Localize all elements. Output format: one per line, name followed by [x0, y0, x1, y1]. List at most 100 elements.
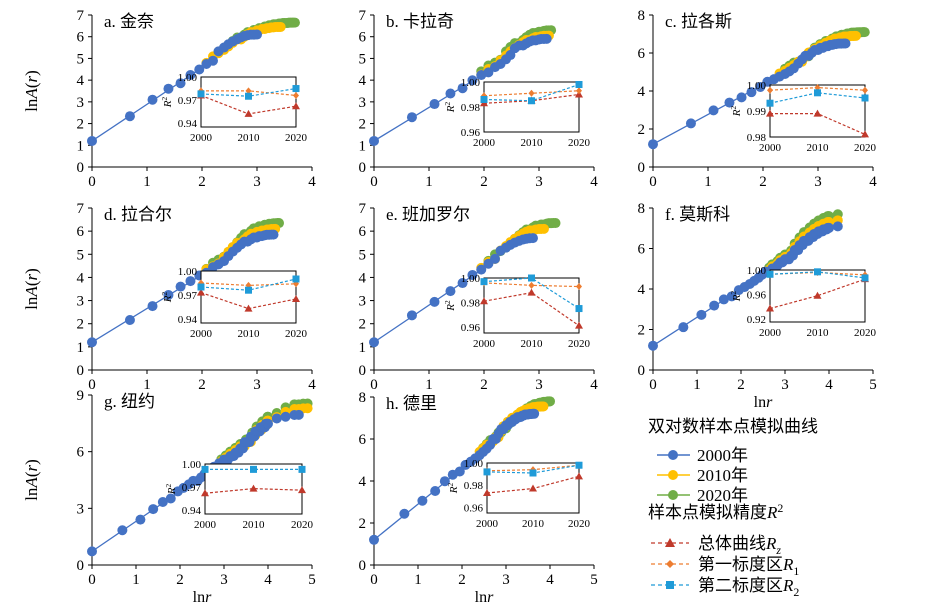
x-tick-label: 1	[143, 377, 151, 393]
data-point	[476, 264, 487, 275]
y-tick-label: 7	[359, 201, 367, 217]
inset-y-tick-label: 0.98	[464, 480, 484, 492]
legend-marker	[668, 450, 678, 460]
data-point	[439, 476, 450, 487]
inset-y-tick-label: 0.94	[182, 505, 202, 517]
inset-y-tick-label: 1.00	[178, 72, 198, 84]
data-point	[275, 21, 286, 32]
data-point	[163, 83, 174, 94]
inset-marker-rz	[292, 102, 300, 110]
legend-label: 2020年	[697, 486, 748, 505]
y-tick-label: 5	[359, 51, 367, 67]
inset-y-axis-label: R2	[160, 292, 174, 304]
inset-x-tick-label: 2020	[854, 142, 877, 154]
data-point	[157, 497, 168, 508]
y-tick-label: 3	[359, 294, 367, 310]
y-tick-label: 2	[359, 317, 367, 333]
inset-marker-rz	[527, 288, 536, 296]
x-tick-label: 5	[590, 572, 598, 588]
x-tick-label: 2	[759, 174, 767, 190]
x-tick-label: 2	[198, 174, 206, 190]
data-point	[541, 33, 552, 44]
inset-y-tick-label: 1.00	[464, 458, 484, 470]
panel-title: e. 班加罗尔	[386, 205, 470, 224]
y-tick-label: 0	[638, 160, 646, 176]
inset-marker-r1	[576, 283, 582, 291]
x-tick-label: 0	[370, 377, 378, 393]
x-tick-label: 1	[425, 377, 433, 393]
inset-y-tick-label: 0.92	[747, 314, 766, 326]
inset-chart: 2000 2010 2020 0.96 0.98 1.00 R2	[443, 273, 590, 350]
inset-chart: 2000 2010 2020 0.92 0.96 1.00 R2	[729, 265, 876, 339]
y-tick-label: 6	[359, 30, 367, 46]
y-tick-label: 6	[359, 224, 367, 240]
data-point	[824, 222, 834, 233]
inset-line-Rz	[204, 488, 303, 494]
inset-chart: 2000 2010 2020 0.96 0.98 1.00 R2	[443, 77, 590, 149]
inset-marker-r2	[292, 85, 300, 93]
inset-marker-r2	[245, 92, 252, 100]
x-tick-label: 1	[143, 174, 151, 190]
inset-y-tick-label: 0.97	[178, 95, 198, 107]
y-tick-label: 0	[638, 363, 646, 379]
data-point	[538, 401, 549, 412]
inset-marker-rz	[575, 472, 583, 480]
inset-y-axis-label: R2	[729, 106, 743, 118]
x-axis-label: lnr	[754, 394, 773, 411]
inset-x-tick-label: 2000	[194, 519, 217, 531]
y-tick-label: 6	[359, 432, 367, 448]
y-tick-label: 3	[77, 294, 85, 310]
inset-x-tick-label: 2010	[238, 132, 261, 144]
panel-title: d. 拉合尔	[104, 205, 172, 224]
y-tick-label: 2	[638, 122, 646, 138]
chart-panel-3: 0 1 2 3 4 0 1 2 3 4 5 6 7 lnA(r) d. 拉合尔 2000 2010 2020 0.9…	[22, 201, 316, 393]
y-tick-label: 5	[359, 247, 367, 263]
data-point	[406, 112, 417, 123]
inset-x-tick-label: 2000	[759, 142, 782, 154]
x-tick-label: 0	[88, 377, 96, 393]
y-tick-label: 5	[77, 247, 85, 263]
data-point	[696, 309, 707, 320]
inset-marker-rz	[813, 109, 822, 117]
inset-x-tick-label: 2020	[291, 519, 314, 531]
data-point	[840, 38, 851, 49]
inset-y-tick-label: 0.98	[461, 297, 481, 309]
x-tick-label: 0	[88, 572, 96, 588]
y-tick-label: 6	[638, 46, 646, 62]
data-point	[124, 314, 135, 325]
x-tick-label: 4	[869, 174, 877, 190]
inset-x-tick-label: 2010	[521, 338, 544, 350]
x-tick-label: 2	[458, 572, 466, 588]
inset-marker-rz	[813, 291, 822, 299]
y-tick-label: 2	[77, 117, 85, 133]
data-point	[147, 301, 158, 312]
x-tick-label: 3	[253, 377, 261, 393]
y-tick-label: 6	[638, 242, 646, 258]
y-tick-label: 0	[359, 363, 367, 379]
inset-y-tick-label: 1.00	[461, 77, 481, 89]
x-tick-label: 4	[590, 377, 598, 393]
y-tick-label: 2	[638, 323, 646, 339]
inset-frame	[200, 270, 297, 324]
y-tick-label: 4	[638, 84, 646, 100]
inset-marker-r1	[576, 87, 582, 95]
data-point	[135, 514, 146, 525]
data-point	[467, 269, 478, 280]
data-point	[369, 534, 379, 545]
data-point	[529, 408, 540, 419]
inset-x-tick-label: 2020	[854, 327, 877, 339]
inset-y-tick-label: 0.94	[178, 314, 198, 326]
data-point	[369, 135, 379, 146]
inset-chart: 2000 2010 2020 0.94 0.97 1.00 R2	[164, 459, 313, 531]
inset-marker-r2	[197, 283, 205, 291]
y-tick-label: 7	[77, 201, 85, 217]
legend-label: 第一标度区R1	[698, 555, 799, 578]
data-point	[268, 229, 279, 240]
data-point	[454, 466, 465, 477]
data-point	[87, 135, 97, 146]
inset-marker-r2	[575, 81, 583, 88]
data-point	[175, 78, 186, 89]
y-tick-label: 6	[77, 445, 85, 461]
y-axis-label: lnA(r)	[22, 268, 41, 310]
data-point	[406, 310, 417, 321]
